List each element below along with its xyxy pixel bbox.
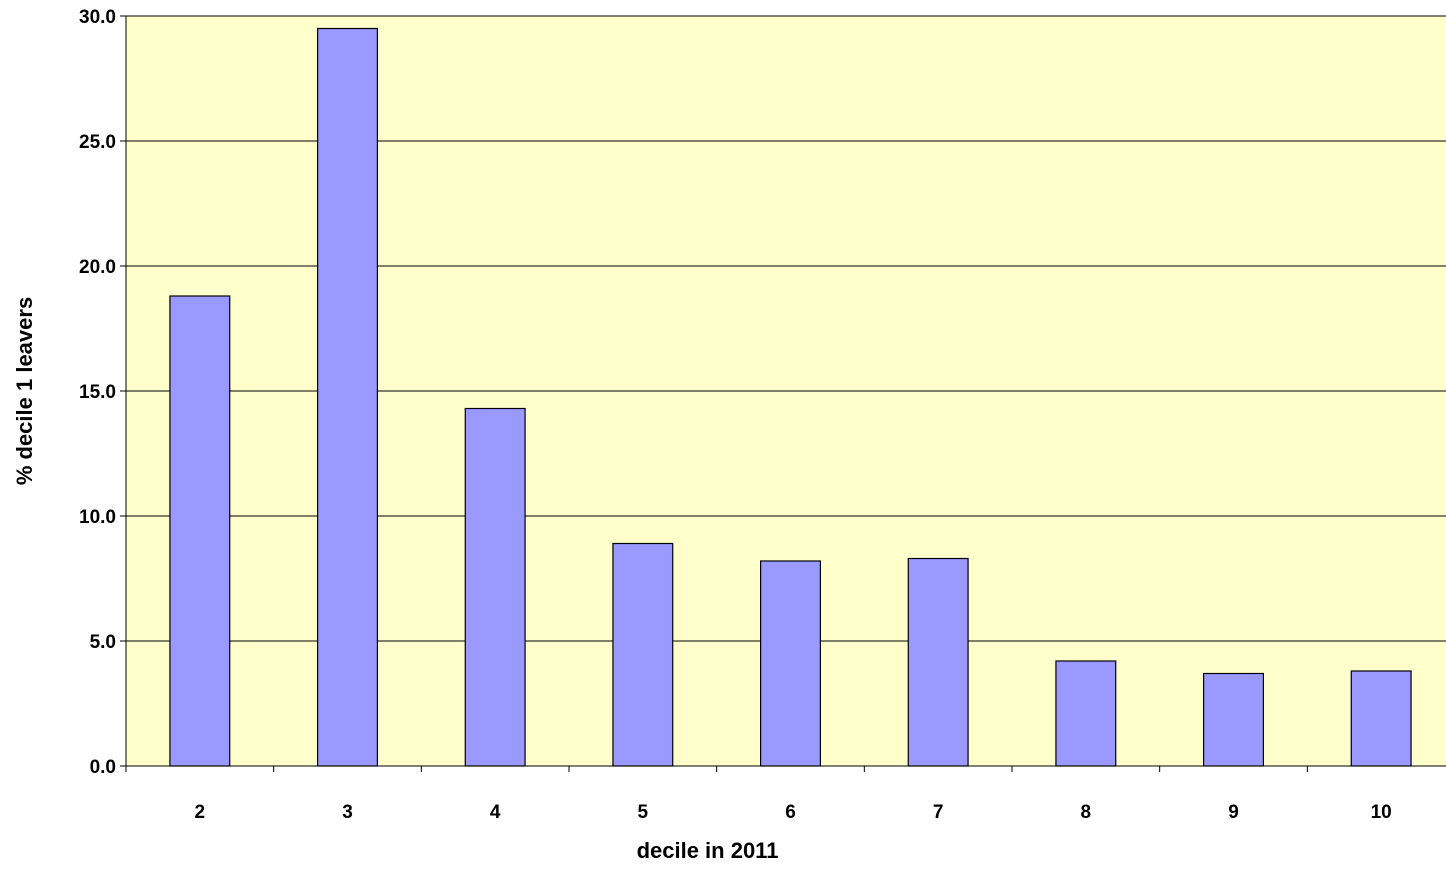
- x-axis-title: decile in 2011: [637, 838, 779, 863]
- x-tick-label: 10: [1371, 802, 1392, 823]
- bar: [169, 295, 231, 767]
- x-tick-label: 4: [490, 802, 501, 823]
- y-tick-label: 30.0: [79, 7, 116, 28]
- y-tick-label: 15.0: [79, 382, 116, 403]
- x-tick-label: 7: [933, 802, 944, 823]
- y-axis-title: % decile 1 leavers: [12, 297, 37, 485]
- x-tick-label: 8: [1081, 802, 1092, 823]
- x-tick-label: 3: [342, 802, 353, 823]
- bar: [1350, 670, 1412, 767]
- bar: [316, 27, 379, 767]
- y-tick-label: 0.0: [90, 757, 116, 778]
- y-tick-label: 10.0: [79, 507, 116, 528]
- x-tick-label: 5: [638, 802, 649, 823]
- bar: [907, 557, 969, 767]
- bars: [169, 27, 1412, 767]
- bar: [759, 560, 822, 767]
- tick-labels: 0.0 5.0 10.0 15.0 20.0 25.0 30.0 2 3 4 5 6 7 8 9 10: [79, 7, 1392, 823]
- axes: [120, 15, 1446, 772]
- y-tick-label: 5.0: [90, 632, 116, 653]
- bar: [1055, 660, 1117, 767]
- bar: [464, 407, 526, 767]
- x-tick-label: 2: [195, 802, 206, 823]
- bar: [612, 542, 674, 767]
- bar: [1202, 672, 1265, 767]
- y-tick-label: 25.0: [79, 132, 116, 153]
- x-tick-label: 6: [785, 802, 796, 823]
- y-tick-label: 20.0: [79, 257, 116, 278]
- x-tick-label: 9: [1228, 802, 1239, 823]
